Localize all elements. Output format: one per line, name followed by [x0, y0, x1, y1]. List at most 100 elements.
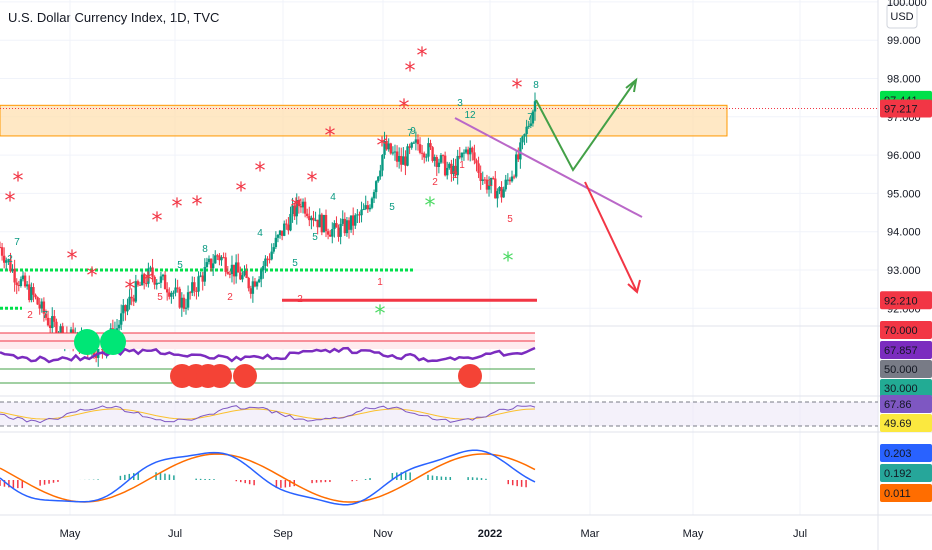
- candle-body: [53, 316, 56, 322]
- price-tick-label: 98.000: [887, 74, 921, 86]
- candle-body: [0, 247, 4, 256]
- resistance-zone: [0, 104, 728, 137]
- stoch-tag-d: 49.69: [884, 418, 912, 430]
- candle-body: [276, 234, 280, 238]
- candle-body: [429, 143, 432, 148]
- candle-body: [362, 208, 365, 210]
- rsi-overbought-dot: [74, 329, 100, 355]
- candle-body: [431, 147, 434, 161]
- level-tag-92210-bg: [880, 291, 932, 310]
- candle-body: [469, 147, 472, 155]
- red-asterisk-marker: *: [236, 179, 247, 204]
- candle-body: [331, 229, 334, 237]
- rsi-tag-value: 67.857: [884, 345, 918, 357]
- candle-body: [138, 284, 142, 286]
- candle-body: [241, 275, 244, 280]
- candle-body: [354, 215, 357, 226]
- red-asterisk-marker: *: [512, 76, 523, 101]
- candle-body: [260, 270, 263, 280]
- price-tick-label: 99.000: [887, 35, 921, 47]
- rsi-tag-30-bg: [880, 379, 932, 397]
- candle-body: [159, 276, 163, 283]
- candle-body: [333, 223, 336, 230]
- candle-body: [36, 297, 39, 305]
- candle-body: [303, 201, 307, 214]
- stoch-k-line: [0, 405, 536, 424]
- candle-body: [523, 134, 526, 137]
- red-count-digit: 1: [377, 277, 383, 288]
- candle-body: [176, 287, 179, 289]
- candle-body: [295, 199, 298, 217]
- candle-body: [19, 279, 23, 287]
- red-asterisk-marker: *: [192, 193, 203, 218]
- candle-body: [485, 179, 489, 190]
- rsi-overbought-dot: [100, 329, 126, 355]
- price-tick-label: 100.000: [887, 0, 927, 9]
- candle-body: [172, 292, 175, 294]
- rsi-tag-30: 30.000: [884, 383, 918, 395]
- candle-body: [222, 257, 225, 259]
- candle-body: [364, 205, 367, 209]
- candle-body: [456, 155, 459, 176]
- candle-body: [30, 287, 33, 301]
- candle-body: [372, 192, 376, 199]
- candle-body: [395, 151, 399, 162]
- candle-body: [489, 177, 493, 186]
- macd-tag-macd-bg: [880, 444, 932, 462]
- rsi-pane: [0, 329, 536, 388]
- candle-body: [46, 317, 50, 326]
- trend-line: [454, 117, 643, 218]
- candle-body: [230, 264, 234, 275]
- candle-body: [232, 264, 236, 277]
- candle-body: [337, 227, 340, 237]
- candle-body: [128, 296, 131, 305]
- rsi-tag-70-bg: [880, 321, 932, 339]
- level-tag-97217-bg: [880, 99, 932, 118]
- time-axis-label: Jul: [793, 528, 807, 540]
- green-count-digit: 5: [177, 260, 183, 271]
- candle-body: [163, 274, 167, 290]
- candle-body: [149, 267, 152, 269]
- candle-body: [17, 284, 21, 287]
- price-tick-label: 93.000: [887, 265, 921, 277]
- candle-body: [517, 154, 520, 160]
- candle-body: [368, 207, 372, 210]
- red-asterisk-marker: *: [125, 277, 136, 302]
- red-asterisk-marker: *: [399, 96, 410, 121]
- stoch-band: [0, 402, 878, 426]
- candle-body: [155, 282, 158, 285]
- green-asterisk-marker: *: [375, 302, 386, 327]
- stoch-d-line: [0, 408, 536, 420]
- candle-body: [435, 157, 438, 168]
- candle-body: [170, 293, 173, 297]
- rsi-oversold-dot: [458, 364, 482, 388]
- candle-body: [237, 262, 240, 273]
- candle-body: [178, 288, 181, 308]
- red-asterisk-marker: *: [325, 124, 336, 149]
- candle-body: [157, 282, 161, 284]
- candle-body: [374, 181, 378, 193]
- macd-tag-hist-bg: [880, 484, 932, 502]
- candle-body: [193, 282, 196, 291]
- candle-body: [310, 217, 313, 221]
- red-count-digit: 5: [507, 214, 513, 225]
- candle-body: [182, 297, 186, 309]
- candle-body: [11, 268, 14, 272]
- red-asterisk-marker: *: [405, 59, 416, 84]
- green-count-digit: 9: [410, 126, 416, 137]
- time-axis-label: Sep: [273, 528, 293, 540]
- candle-body: [475, 160, 478, 164]
- candle-body: [205, 262, 209, 268]
- candle-body: [270, 251, 273, 260]
- candle-body: [13, 268, 16, 283]
- candle-body: [433, 157, 436, 161]
- candle-body: [335, 223, 338, 228]
- candle-body: [473, 152, 476, 161]
- bearish-projection: [584, 181, 638, 293]
- currency-label: USD: [890, 11, 913, 23]
- candle-body: [203, 267, 207, 282]
- time-axis-label: May: [60, 528, 81, 540]
- green-count-digit: 5: [292, 258, 298, 269]
- candle-body: [464, 149, 468, 153]
